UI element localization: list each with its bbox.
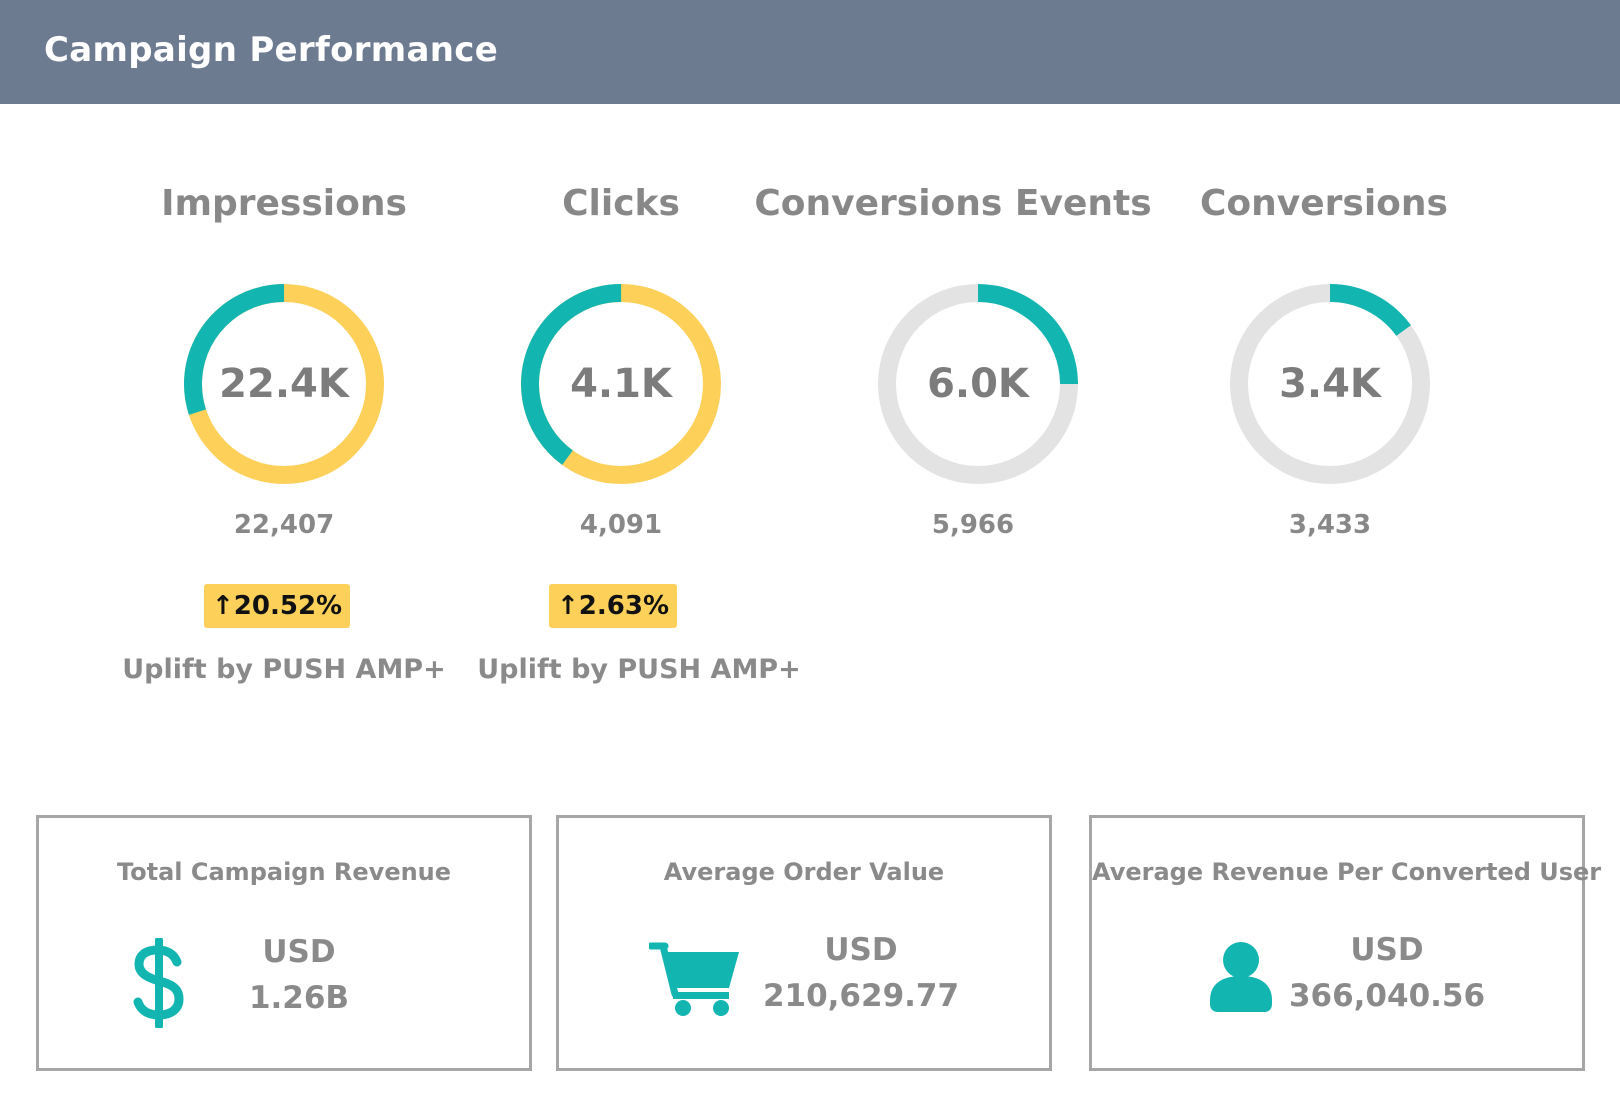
metric-value: 22.4K: [219, 361, 349, 407]
cart-icon: [649, 942, 739, 1016]
donut-arc: [521, 284, 721, 484]
metric-exact-value: 4,091: [579, 510, 663, 540]
page-title: Campaign Performance: [44, 30, 499, 70]
card-average-order-value: Average Order Value USD 210,629.77: [556, 815, 1052, 1071]
arrow-up-icon: ↑: [212, 591, 234, 621]
card-currency: USD: [824, 932, 898, 968]
uplift-label: Uplift by PUSH AMP+: [122, 654, 446, 685]
card-average-revenue-per-user: Average Revenue Per Converted User USD 3…: [1089, 815, 1602, 1071]
metric-label: Conversions: [1200, 183, 1448, 224]
card-amount: 1.26B: [248, 980, 350, 1016]
metric-exact-value: 22,407: [233, 510, 335, 540]
metric-value: 6.0K: [927, 361, 1029, 407]
metric-exact-value: 5,966: [931, 510, 1015, 540]
card-total-revenue: Total Campaign Revenue USD 1.26B: [36, 815, 532, 1071]
user-icon: [1210, 942, 1272, 1012]
card-currency: USD: [1350, 932, 1424, 968]
uplift-badge: ↑2.63%: [549, 584, 677, 628]
metric-label: Clicks: [562, 183, 680, 224]
donut-arc: [878, 284, 1078, 484]
uplift-value: 20.52%: [233, 591, 343, 621]
card-title: Average Order Value: [663, 858, 945, 886]
metric-value: 3.4K: [1279, 361, 1381, 407]
uplift-badge: ↑20.52%: [204, 584, 351, 628]
donut-arc: [184, 284, 384, 484]
donut-arc: [1230, 284, 1430, 484]
card-amount: 366,040.56: [1288, 978, 1486, 1014]
metric-label: Impressions: [161, 183, 407, 224]
arrow-up-icon: ↑: [557, 591, 579, 621]
donut-chart: 4.1K: [521, 284, 721, 484]
metric-clicks: Clicks 4.1K 4,091 ↑2.63% Uplift by PUSH …: [421, 0, 821, 700]
metric-conversions: Conversions 3.4K 3,433: [1130, 0, 1530, 700]
card-title: Total Campaign Revenue: [116, 858, 452, 886]
card-title: Average Revenue Per Converted User: [1092, 858, 1602, 886]
uplift-label: Uplift by PUSH AMP+: [477, 654, 801, 685]
metric-value: 4.1K: [570, 361, 672, 407]
dollar-icon: [133, 938, 184, 1028]
header-bar: Campaign Performance: [0, 0, 1620, 104]
metric-conversion-events: Conversions Events 6.0K 5,966: [754, 0, 1178, 700]
card-amount: 210,629.77: [762, 978, 960, 1014]
donut-chart: 22.4K: [184, 284, 384, 484]
metric-impressions: Impressions 22.4K 22,407 ↑20.52% Uplift …: [84, 0, 484, 700]
card-currency: USD: [262, 934, 336, 970]
metric-label: Conversions Events: [754, 183, 1152, 224]
donut-chart: 3.4K: [1230, 284, 1430, 484]
metric-exact-value: 3,433: [1288, 510, 1372, 540]
uplift-value: 2.63%: [578, 591, 669, 621]
donut-chart: 6.0K: [878, 284, 1078, 484]
